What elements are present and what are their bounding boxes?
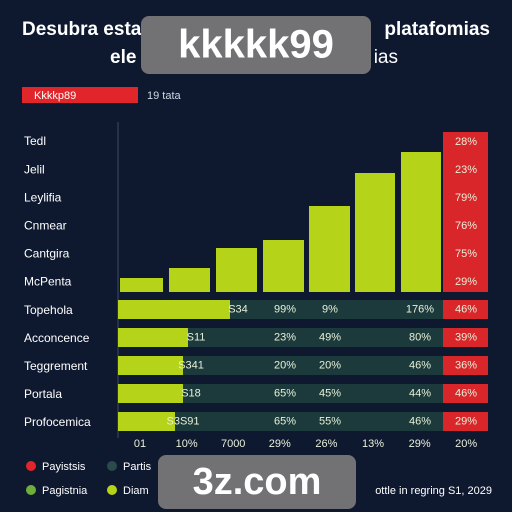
row-end (443, 356, 488, 375)
row-end-label: 39% (455, 331, 477, 343)
row-label: Teggrement (24, 359, 88, 373)
column (120, 278, 163, 292)
legend-label: Partis (123, 461, 152, 473)
row-bar (118, 300, 230, 319)
row-bar (118, 328, 188, 347)
row-bg (118, 384, 443, 403)
row-end (443, 300, 488, 319)
row-end-label: 46% (455, 303, 477, 315)
row-label: Tedl (24, 134, 46, 148)
legend-dot (107, 485, 117, 495)
column (263, 240, 304, 292)
row-label: Jelil (24, 162, 45, 176)
row-label: Portala (24, 387, 62, 401)
footer-badge-box (158, 455, 356, 509)
row-cell: 46% (409, 359, 431, 371)
legend: Payistsis Partis Pagistnia Diam (26, 461, 152, 497)
legend-dot (26, 485, 36, 495)
column (216, 248, 257, 292)
percent-label: 75% (455, 248, 477, 260)
column (169, 268, 210, 292)
badge-box (141, 16, 371, 74)
row-label: Leylifia (24, 190, 62, 204)
percent-label: 76% (455, 220, 477, 232)
row-cell: 80% (409, 331, 431, 343)
column-chart (117, 122, 488, 438)
row-bar-label: S341 (178, 359, 204, 371)
row-cell: 49% (319, 331, 341, 343)
row-label: Cnmear (24, 218, 67, 232)
row-cell: 46% (409, 415, 431, 427)
row-bar (118, 384, 183, 403)
legend-label: Diam (123, 485, 149, 497)
badge: kkkkk99 (178, 23, 334, 67)
tag-box (22, 87, 138, 103)
footer-badge: 3z.com (193, 461, 322, 503)
row-bar-label: S34 (228, 303, 248, 315)
legend-dot (26, 461, 36, 471)
row-cell: 65% (274, 387, 296, 399)
row-cell: 9% (322, 303, 338, 315)
subtitle-start: ele (110, 47, 136, 68)
axis-label: 7000 (221, 438, 245, 450)
percent-label: 79% (455, 192, 477, 204)
axis-label: 29% (409, 438, 431, 450)
axis-label: 10% (176, 438, 198, 450)
legend-label: Payistsis (42, 461, 86, 473)
tag-note: 19 tata (147, 90, 182, 102)
title-end: platafomias (384, 19, 490, 40)
legend-label: Pagistnia (42, 485, 88, 497)
row-end-label: 46% (455, 387, 477, 399)
column (309, 206, 350, 292)
row-bar-label: S3S91 (166, 415, 199, 427)
axis-label: 01 (134, 438, 146, 450)
row-cell: 176% (406, 303, 434, 315)
row-cell: 20% (319, 359, 341, 371)
column (401, 152, 441, 292)
row-label: Topehola (24, 303, 73, 317)
row-end (443, 412, 488, 431)
row-bar (118, 412, 175, 431)
row-cell: 45% (319, 387, 341, 399)
row-end (443, 328, 488, 347)
axis-label: 20% (455, 438, 477, 450)
row-cell: 65% (274, 415, 296, 427)
row-end (443, 384, 488, 403)
row-bar-label: S18 (181, 387, 201, 399)
row-end-label: 29% (455, 415, 477, 427)
title-start: Desubra esta (22, 19, 142, 40)
axis-label: 29% (269, 438, 291, 450)
row-bar-label: S11 (187, 331, 206, 343)
row-bg (118, 356, 443, 375)
row-label: Cantgira (24, 247, 70, 261)
percent-label: 28% (455, 136, 477, 148)
percent-label: 29% (455, 276, 477, 288)
footer-note: ottle in regring S1, 2029 (375, 485, 492, 497)
row-bg (118, 412, 443, 431)
percent-column (443, 132, 488, 292)
subtitle-end: ias (374, 47, 398, 68)
row-label: Acconcence (24, 331, 90, 345)
row-end-label: 36% (455, 359, 477, 371)
row-cell: 55% (319, 415, 341, 427)
table: Tedl Jelil Leylifia Cnmear Cantgira McPenta To… (24, 134, 488, 450)
row-cell: 99% (274, 303, 296, 315)
axis-label: 13% (362, 438, 384, 450)
row-cell: 20% (274, 359, 296, 371)
row-cell: 44% (409, 387, 431, 399)
tag-label: Kkkkp89 (34, 90, 76, 102)
row-label: McPenta (24, 275, 72, 289)
row-bg (118, 328, 443, 347)
axis-label: 26% (315, 438, 337, 450)
percent-label: 23% (455, 164, 477, 176)
column (355, 173, 395, 292)
row-label: Profocemica (24, 415, 91, 429)
legend-dot (107, 461, 117, 471)
row-cell: 23% (274, 331, 296, 343)
row-bar (118, 356, 183, 375)
